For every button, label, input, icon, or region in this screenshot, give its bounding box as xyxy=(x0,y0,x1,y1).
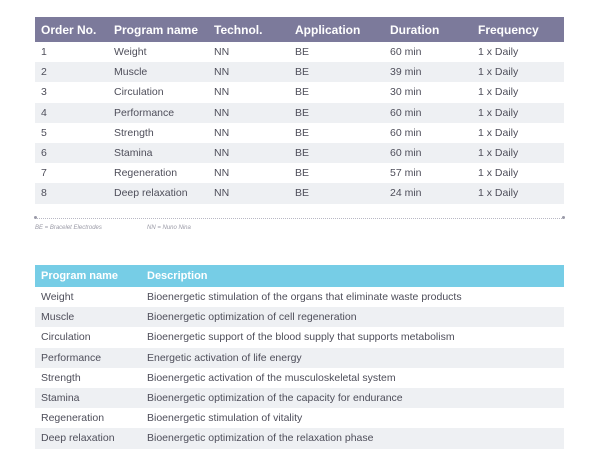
description-cell: Bioenergetic optimization of the relaxat… xyxy=(147,432,374,445)
table-row: Performance Energetic activation of life… xyxy=(35,347,564,368)
program-cell: Regeneration xyxy=(114,167,178,180)
duration-cell: 60 min xyxy=(390,147,422,160)
description-cell: Bioenergetic support of the blood supply… xyxy=(147,331,455,344)
technology-cell: NN xyxy=(214,147,230,160)
technology-cell: NN xyxy=(214,187,230,200)
order-cell: 6 xyxy=(41,147,47,160)
frequency-cell: 1 x Daily xyxy=(478,46,519,59)
description-table-header: Program name Description xyxy=(35,265,564,287)
application-cell: BE xyxy=(295,147,310,160)
table-row: 3 Circulation NN BE 30 min 1 x Daily xyxy=(35,82,564,102)
legend-nn-note: NN = Nuno Nina xyxy=(147,225,191,231)
application-cell: BE xyxy=(295,106,310,119)
header-program-name: Program name xyxy=(114,22,199,37)
table-row: 5 Strength NN BE 60 min 1 x Daily xyxy=(35,123,564,143)
order-cell: 5 xyxy=(41,126,47,139)
table-row: 2 Muscle NN BE 39 min 1 x Daily xyxy=(35,62,564,83)
table-row: 8 Deep relaxation NN BE 24 min 1 x Daily xyxy=(35,183,564,204)
description-cell: Bioenergetic stimulation of vitality xyxy=(147,412,303,425)
duration-cell: 24 min xyxy=(390,187,422,200)
application-cell: BE xyxy=(295,167,310,180)
header-technology: Technol. xyxy=(214,22,263,37)
table-row: 7 Regeneration NN BE 57 min 1 x Daily xyxy=(35,163,564,183)
program-cell: Strength xyxy=(41,371,81,384)
description-cell: Bioenergetic optimization of cell regene… xyxy=(147,311,357,324)
duration-cell: 60 min xyxy=(390,126,422,139)
table-row: 4 Performance NN BE 60 min 1 x Daily xyxy=(35,102,564,123)
application-cell: BE xyxy=(295,86,310,99)
legend-divider xyxy=(35,218,564,219)
program-cell: Circulation xyxy=(114,86,164,99)
frequency-cell: 1 x Daily xyxy=(478,106,519,119)
table-row: 1 Weight NN BE 60 min 1 x Daily xyxy=(35,42,564,62)
application-cell: BE xyxy=(295,66,310,79)
order-cell: 2 xyxy=(41,66,47,79)
legend-be-note: BE = Bracelet Electrodes xyxy=(35,225,102,231)
description-cell: Bioenergetic activation of the musculosk… xyxy=(147,371,396,384)
program-cell: Muscle xyxy=(41,311,75,324)
table-row: Circulation Bioenergetic support of the … xyxy=(35,327,564,347)
order-cell: 3 xyxy=(41,86,47,99)
frequency-cell: 1 x Daily xyxy=(478,187,519,200)
program-cell: Circulation xyxy=(41,331,91,344)
table-row: Deep relaxation Bioenergetic optimizatio… xyxy=(35,428,564,449)
technology-cell: NN xyxy=(214,46,230,59)
description-cell: Energetic activation of life energy xyxy=(147,351,302,364)
order-cell: 8 xyxy=(41,187,47,200)
header-description: Description xyxy=(147,270,208,282)
program-cell: Deep relaxation xyxy=(114,187,188,200)
program-cell: Stamina xyxy=(41,392,80,405)
order-cell: 7 xyxy=(41,167,47,180)
order-cell: 4 xyxy=(41,106,47,119)
description-cell: Bioenergetic optimization of the capacit… xyxy=(147,392,403,405)
application-cell: BE xyxy=(295,46,310,59)
table-row: Weight Bioenergetic stimulation of the o… xyxy=(35,287,564,307)
table-row: 6 Stamina NN BE 60 min 1 x Daily xyxy=(35,142,564,164)
application-cell: BE xyxy=(295,126,310,139)
duration-cell: 60 min xyxy=(390,46,422,59)
description-table: Program name Description Weight Bioenerg… xyxy=(35,265,564,449)
table-row: Muscle Bioenergetic optimization of cell… xyxy=(35,307,564,328)
program-cell: Weight xyxy=(114,46,147,59)
technology-cell: NN xyxy=(214,106,230,119)
frequency-cell: 1 x Daily xyxy=(478,147,519,160)
duration-cell: 60 min xyxy=(390,106,422,119)
duration-cell: 57 min xyxy=(390,167,422,180)
header-program-name: Program name xyxy=(41,270,119,282)
technology-cell: NN xyxy=(214,126,230,139)
program-cell: Weight xyxy=(41,291,74,304)
technology-cell: NN xyxy=(214,167,230,180)
table-row: Stamina Bioenergetic optimization of the… xyxy=(35,387,564,409)
header-frequency: Frequency xyxy=(478,22,539,37)
program-cell: Regeneration xyxy=(41,412,105,425)
programs-table-header: Order No. Program name Technol. Applicat… xyxy=(35,17,564,42)
header-duration: Duration xyxy=(390,22,440,37)
technology-cell: NN xyxy=(214,66,230,79)
programs-table: Order No. Program name Technol. Applicat… xyxy=(35,17,564,204)
order-cell: 1 xyxy=(41,46,47,59)
frequency-cell: 1 x Daily xyxy=(478,66,519,79)
header-application: Application xyxy=(295,22,361,37)
header-order-no: Order No. xyxy=(41,22,97,37)
application-cell: BE xyxy=(295,187,310,200)
table-row: Strength Bioenergetic activation of the … xyxy=(35,368,564,388)
program-cell: Stamina xyxy=(114,147,153,160)
program-cell: Performance xyxy=(41,351,102,364)
duration-cell: 39 min xyxy=(390,66,422,79)
program-cell: Performance xyxy=(114,106,175,119)
frequency-cell: 1 x Daily xyxy=(478,167,519,180)
frequency-cell: 1 x Daily xyxy=(478,86,519,99)
table-row: Regeneration Bioenergetic stimulation of… xyxy=(35,408,564,428)
legend-divider-dot xyxy=(34,216,37,219)
program-cell: Muscle xyxy=(114,66,148,79)
legend-divider-dot xyxy=(562,216,565,219)
duration-cell: 30 min xyxy=(390,86,422,99)
program-cell: Deep relaxation xyxy=(41,432,115,445)
technology-cell: NN xyxy=(214,86,230,99)
program-cell: Strength xyxy=(114,126,154,139)
frequency-cell: 1 x Daily xyxy=(478,126,519,139)
description-cell: Bioenergetic stimulation of the organs t… xyxy=(147,291,462,304)
